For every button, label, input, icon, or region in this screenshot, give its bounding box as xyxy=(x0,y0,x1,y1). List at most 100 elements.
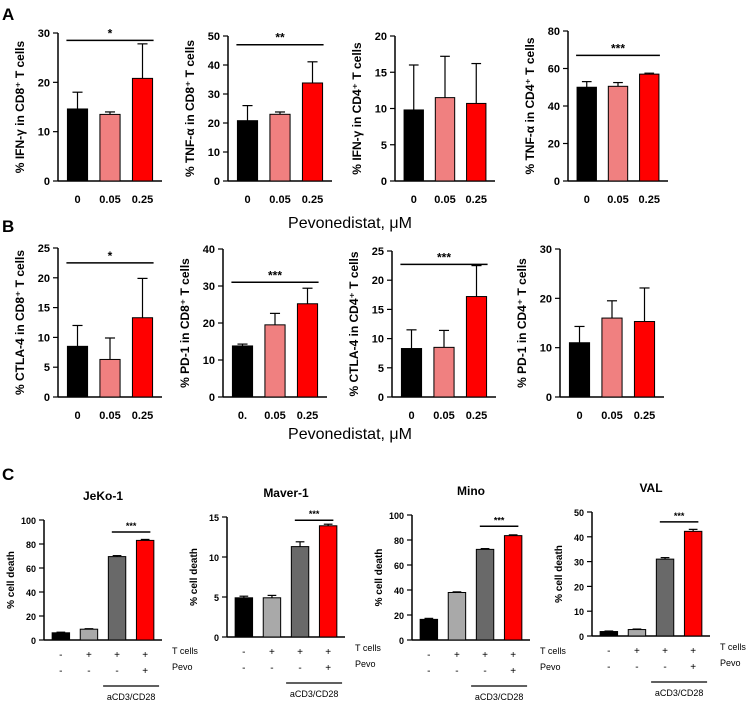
tcells-row-label: T cells xyxy=(540,646,566,656)
tcells-sign: + xyxy=(662,646,668,657)
x-tick-label: 0.05 xyxy=(269,194,290,206)
tcells-sign: - xyxy=(427,650,430,661)
pevo-sign: - xyxy=(427,666,430,677)
pevo-sign: - xyxy=(607,662,610,673)
pevo-sign: - xyxy=(298,663,301,674)
bar xyxy=(301,82,324,182)
y-tick-label: 60 xyxy=(394,561,404,571)
bar xyxy=(607,85,629,182)
significance-stars: *** xyxy=(268,268,282,282)
chart-title: Maver-1 xyxy=(263,486,309,500)
bar xyxy=(231,345,254,398)
x-tick-label: 0 xyxy=(411,194,417,206)
pevo-row-label: Pevo xyxy=(540,662,561,672)
tcells-row-label: T cells xyxy=(720,642,746,652)
panel-label-a: A xyxy=(2,5,14,24)
bar xyxy=(475,548,495,641)
y-tick-label: 20 xyxy=(372,275,384,287)
y-tick-label: 20 xyxy=(38,77,50,89)
y-tick-label: 10 xyxy=(540,343,552,355)
y-tick-label: 50 xyxy=(574,508,584,518)
bar xyxy=(99,358,121,398)
x-tick-label: 0.25 xyxy=(466,410,487,422)
pevo-sign: - xyxy=(635,662,638,673)
bar xyxy=(601,317,623,398)
bar xyxy=(107,556,127,641)
y-tick-label: 50 xyxy=(208,31,220,43)
tcells-sign: + xyxy=(269,647,275,658)
tcells-sign: + xyxy=(482,650,488,661)
y-tick-label: 30 xyxy=(540,244,552,256)
tcells-sign: + xyxy=(454,650,460,661)
y-tick-label: 15 xyxy=(375,67,387,79)
bar xyxy=(639,73,660,182)
tcells-row-label: T cells xyxy=(172,646,198,656)
bar xyxy=(434,97,456,182)
y-tick-label: 10 xyxy=(209,553,219,563)
y-tick-label: 60 xyxy=(548,64,560,76)
tcells-sign: + xyxy=(86,650,92,661)
y-tick-label: 0 xyxy=(44,392,50,404)
bar xyxy=(234,597,254,638)
y-tick-label: 20 xyxy=(540,293,552,305)
y-tick-label: 5 xyxy=(214,593,219,603)
x-tick-label: 0.25 xyxy=(297,410,318,422)
pevo-row-label: Pevo xyxy=(172,662,193,672)
pevo-sign: - xyxy=(87,666,90,677)
pevo-row-label: Pevo xyxy=(720,658,741,668)
x-tick-label: 0 xyxy=(244,194,250,206)
y-tick-label: 25 xyxy=(372,246,384,258)
bar xyxy=(131,317,154,398)
y-tick-label: 5 xyxy=(381,140,387,152)
y-tick-label: 40 xyxy=(203,244,215,256)
y-axis-label: % PD-1 in CD8⁺ T cells xyxy=(178,258,192,388)
y-tick-label: 20 xyxy=(394,611,404,621)
tcells-sign: + xyxy=(325,647,331,658)
tcells-sign: + xyxy=(634,646,640,657)
y-tick-label: 80 xyxy=(394,536,404,546)
y-tick-label: 0 xyxy=(554,176,560,188)
y-tick-label: 100 xyxy=(21,516,36,526)
bar xyxy=(633,321,656,398)
bar xyxy=(51,632,71,641)
tcells-sign: + xyxy=(510,650,516,661)
chart-a2: 0 10 20 30 40 50 % TNF-α in CD8⁺ T cells 0 0.05 0… xyxy=(183,31,332,206)
pevo-row-label: Pevo xyxy=(355,659,376,669)
bar xyxy=(599,631,619,637)
y-tick-label: 0 xyxy=(214,633,219,643)
bar xyxy=(269,113,291,182)
y-tick-label: 5 xyxy=(378,363,384,375)
bar xyxy=(503,535,523,641)
pevo-sign: + xyxy=(142,666,148,677)
x-tick-label: 0 xyxy=(408,410,414,422)
bar xyxy=(447,592,467,641)
tcells-sign: + xyxy=(690,646,696,657)
x-tick-label: 0.25 xyxy=(639,194,660,206)
y-tick-label: 60 xyxy=(26,564,36,574)
tcells-sign: + xyxy=(142,650,148,661)
chart-a3: 0 5 10 15 20 % IFN-γ in CD4⁺ T cells 0 0.05 0.25 xyxy=(350,31,495,206)
chart-b1: 0 5 10 15 20 25 % CTLA-4 in CD8⁺ T cells 0 0.05 0… xyxy=(13,243,162,422)
y-tick-label: 80 xyxy=(26,540,36,550)
bar xyxy=(99,113,121,182)
x-tick-label: 0.25 xyxy=(302,194,323,206)
y-tick-label: 40 xyxy=(548,101,560,113)
y-tick-label: 10 xyxy=(38,127,50,139)
bar xyxy=(403,109,424,182)
bar xyxy=(627,629,647,637)
y-tick-label: 15 xyxy=(372,304,384,316)
y-tick-label: 15 xyxy=(209,513,219,523)
bar xyxy=(568,342,591,398)
tcells-sign: - xyxy=(607,646,610,657)
x-tick-label: 0.25 xyxy=(132,410,153,422)
y-tick-label: 20 xyxy=(38,273,50,285)
bar xyxy=(290,546,310,638)
bar xyxy=(683,530,703,637)
pevo-sign: - xyxy=(270,663,273,674)
significance-stars: * xyxy=(108,26,113,40)
significance-stars: *** xyxy=(309,509,320,519)
y-axis-label: % IFN-γ in CD4⁺ T cells xyxy=(350,42,364,175)
chart-title: JeKo-1 xyxy=(83,489,123,503)
row-a-xlabel: Pevonedistat, μM xyxy=(288,215,412,232)
